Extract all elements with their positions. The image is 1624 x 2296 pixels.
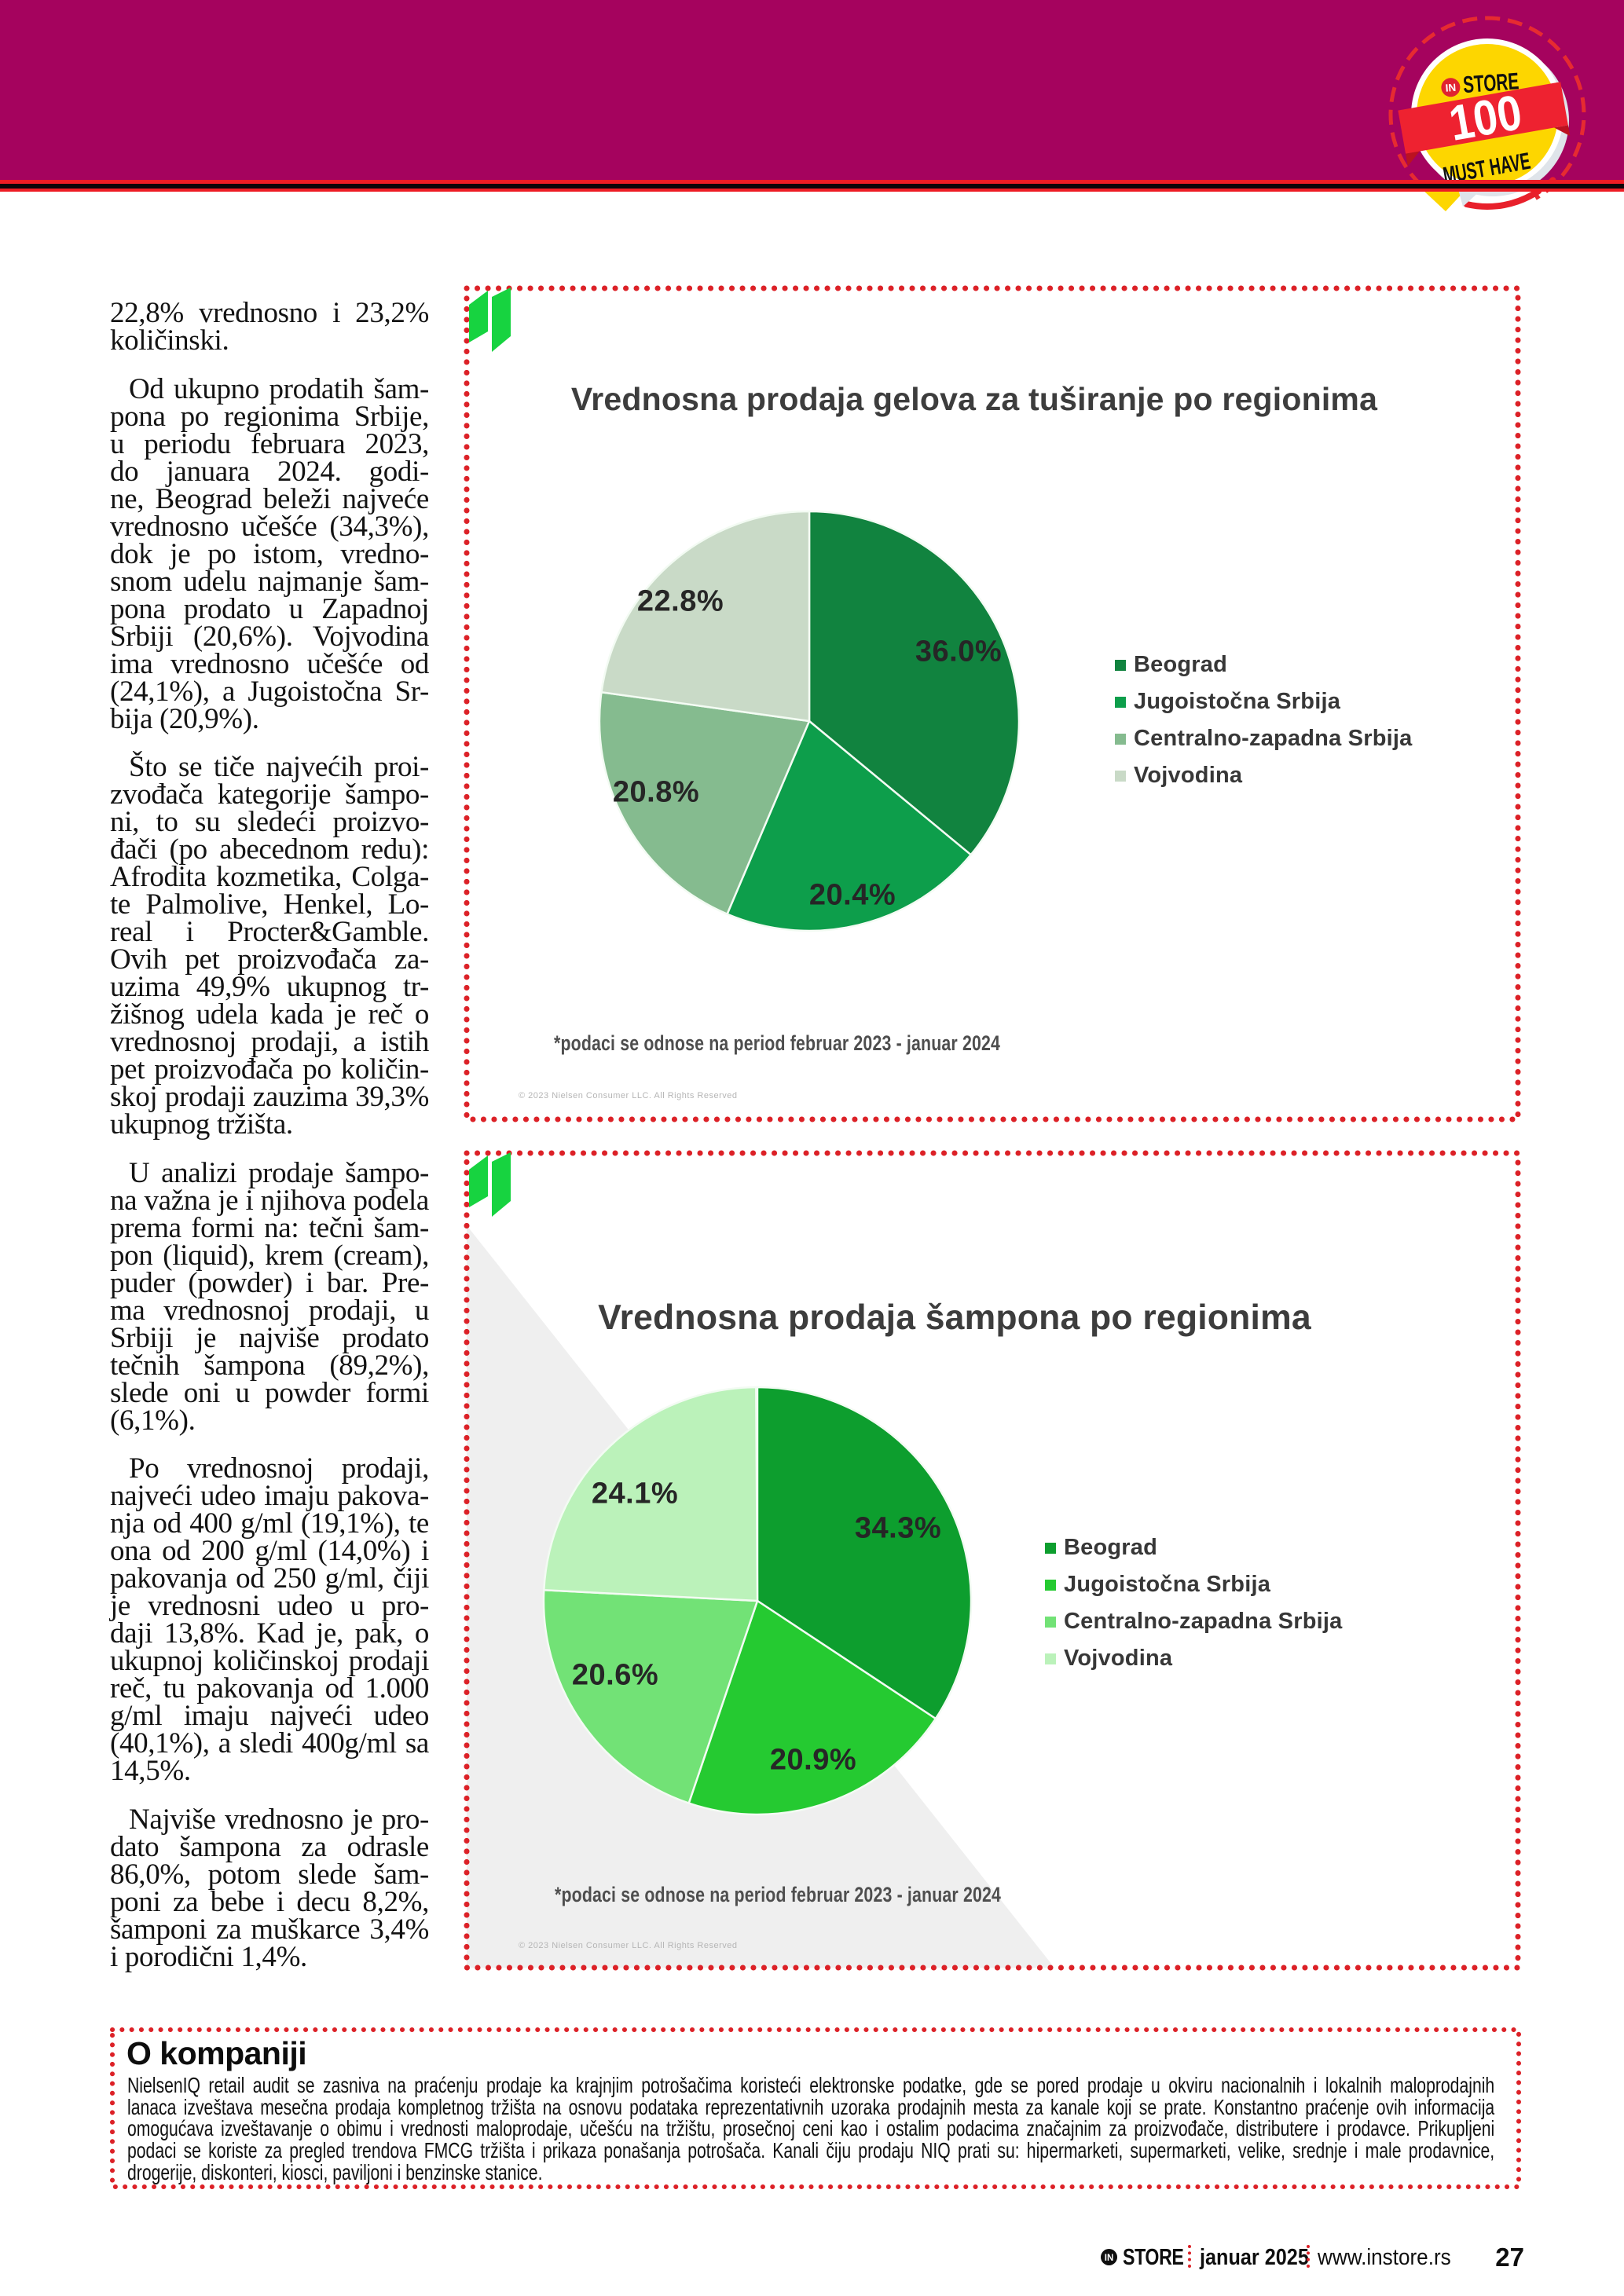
svg-text:IN: IN <box>1105 2254 1114 2263</box>
svg-text:IN: IN <box>1445 82 1457 94</box>
svg-text:STORE: STORE <box>1462 68 1520 98</box>
svg-text:100: 100 <box>1445 85 1526 152</box>
